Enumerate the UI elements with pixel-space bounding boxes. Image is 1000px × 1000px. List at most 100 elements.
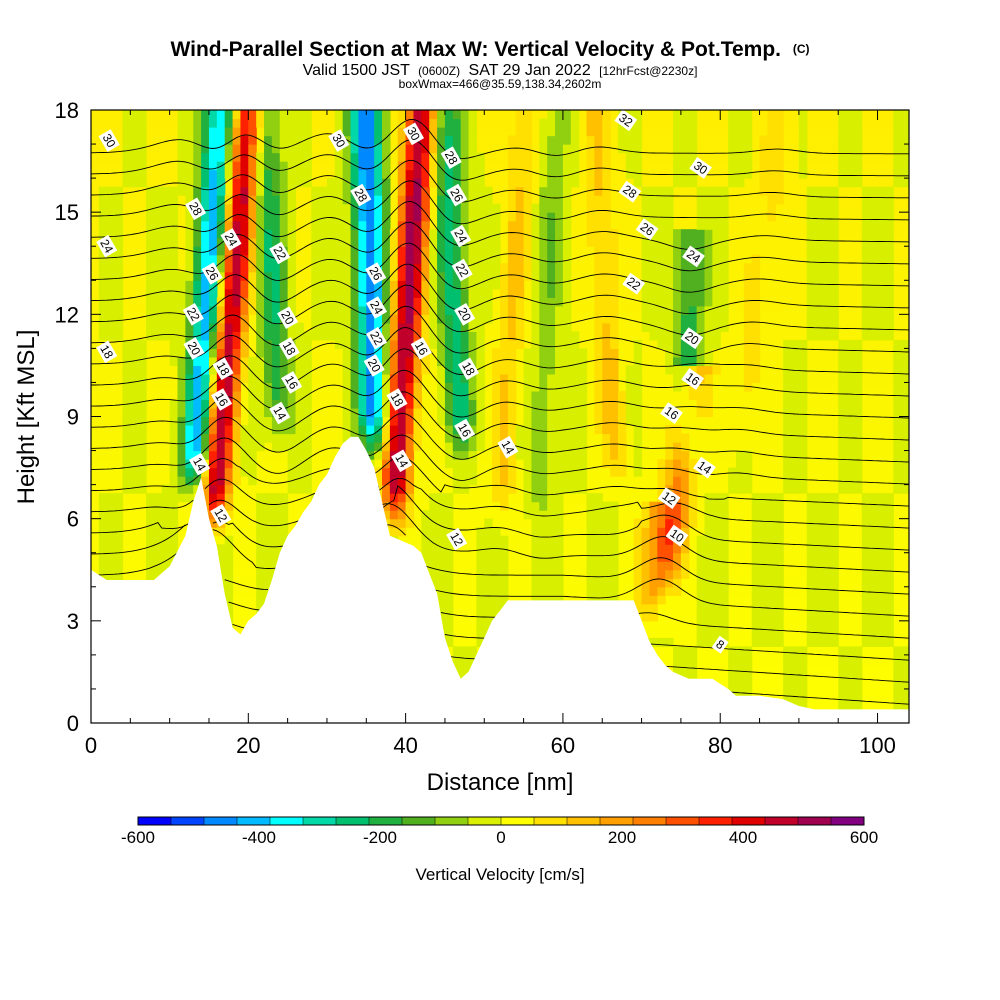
velocity-cell — [704, 186, 713, 196]
velocity-cell — [602, 365, 611, 375]
velocity-cell — [665, 254, 674, 264]
velocity-cell — [901, 680, 909, 690]
velocity-cell — [657, 322, 666, 332]
velocity-cell — [193, 322, 202, 332]
velocity-cell — [216, 118, 226, 128]
y-tick-label: 0 — [67, 711, 79, 736]
velocity-cell — [295, 144, 304, 154]
velocity-cell — [798, 127, 808, 137]
velocity-cell — [838, 688, 847, 699]
velocity-cell — [437, 603, 446, 613]
velocity-cell — [492, 348, 501, 358]
velocity-cell — [743, 459, 753, 469]
velocity-cell — [240, 373, 249, 384]
velocity-cell — [838, 348, 847, 358]
velocity-cell — [500, 595, 509, 605]
velocity-cell — [743, 382, 753, 392]
velocity-cell — [877, 552, 887, 562]
velocity-cell — [208, 527, 218, 537]
velocity-cell — [680, 263, 690, 273]
velocity-cell — [492, 416, 501, 426]
velocity-cell — [610, 416, 619, 426]
velocity-cell — [256, 569, 265, 579]
velocity-cell — [586, 493, 595, 503]
velocity-cell — [539, 535, 548, 545]
velocity-cell — [264, 569, 273, 579]
velocity-cell — [539, 178, 548, 188]
velocity-cell — [500, 407, 509, 418]
velocity-cell — [256, 339, 265, 349]
velocity-cell — [295, 127, 304, 137]
velocity-cell — [555, 476, 564, 486]
velocity-cell — [602, 203, 611, 213]
velocity-cell — [861, 237, 871, 247]
velocity-cell — [169, 535, 179, 545]
velocity-cell — [413, 212, 422, 222]
velocity-cell — [578, 433, 588, 443]
velocity-cell — [169, 288, 179, 298]
velocity-cell — [649, 263, 658, 273]
velocity-cell — [256, 544, 265, 554]
velocity-cell — [130, 416, 139, 426]
velocity-cell — [633, 459, 643, 469]
velocity-cell — [735, 663, 745, 673]
velocity-cell — [846, 390, 855, 401]
velocity-cell — [555, 331, 564, 341]
velocity-cell — [696, 390, 706, 401]
velocity-cell — [374, 382, 383, 392]
velocity-cell — [98, 212, 108, 222]
velocity-cell — [822, 237, 831, 247]
velocity-cell — [185, 229, 194, 239]
velocity-cell — [838, 680, 847, 690]
velocity-cell — [893, 373, 902, 384]
velocity-cell — [885, 518, 894, 528]
velocity-cell — [901, 663, 909, 673]
velocity-cell — [539, 314, 548, 324]
velocity-cell — [602, 442, 611, 452]
velocity-cell — [452, 331, 462, 341]
velocity-cell — [743, 118, 753, 128]
velocity-cell — [594, 348, 603, 358]
velocity-cell — [822, 620, 831, 630]
velocity-cell — [389, 425, 399, 435]
velocity-cell — [484, 620, 493, 630]
velocity-cell — [271, 331, 281, 341]
velocity-cell — [555, 407, 564, 418]
velocity-cell — [633, 416, 643, 426]
velocity-cell — [688, 467, 698, 477]
velocity-cell — [350, 229, 360, 239]
velocity-cell — [405, 501, 415, 511]
velocity-cell — [696, 322, 706, 332]
velocity-cell — [704, 280, 713, 290]
velocity-cell — [814, 195, 824, 205]
velocity-cell — [452, 135, 462, 145]
velocity-cell — [696, 280, 706, 290]
velocity-cell — [885, 212, 894, 222]
velocity-cell — [350, 373, 360, 384]
velocity-cell — [342, 348, 352, 358]
velocity-cell — [720, 186, 729, 196]
velocity-cell — [311, 271, 320, 281]
velocity-cell — [539, 510, 548, 520]
velocity-cell — [405, 416, 415, 426]
velocity-cell — [413, 442, 422, 452]
velocity-cell — [232, 212, 242, 222]
velocity-cell — [798, 382, 808, 392]
colorbar-tick-label: 400 — [729, 828, 757, 847]
velocity-cell — [562, 416, 572, 426]
velocity-cell — [161, 263, 171, 273]
velocity-cell — [216, 459, 226, 469]
velocity-cell — [657, 484, 666, 494]
velocity-cell — [350, 220, 360, 230]
velocity-cell — [767, 493, 776, 503]
velocity-cell — [602, 561, 611, 571]
velocity-cell — [201, 152, 210, 162]
velocity-cell — [201, 339, 210, 349]
contour-label-text: 26 — [366, 264, 385, 283]
velocity-cell — [374, 169, 383, 179]
velocity-cell — [751, 331, 761, 341]
velocity-cell — [271, 518, 281, 528]
velocity-cell — [114, 535, 124, 545]
velocity-cell — [547, 186, 556, 196]
velocity-cell — [437, 263, 446, 273]
